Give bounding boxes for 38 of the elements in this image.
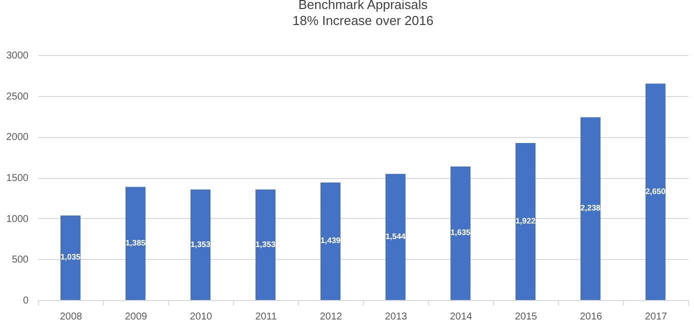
data-label: 1,385 xyxy=(125,238,146,248)
bar xyxy=(60,215,80,300)
y-tick-label: 0 xyxy=(22,296,29,306)
y-tick-label: 2500 xyxy=(6,91,29,102)
x-tick-label: 2014 xyxy=(450,312,473,322)
bar xyxy=(126,186,146,300)
x-tick-label: 2011 xyxy=(255,312,278,322)
y-tick-label: 3000 xyxy=(6,50,29,62)
bar xyxy=(386,174,406,300)
x-tick-label: 2009 xyxy=(124,312,148,322)
data-label: 2,238 xyxy=(580,204,602,213)
data-label: 1,439 xyxy=(320,236,342,246)
bar xyxy=(190,190,210,300)
data-label: 1,353 xyxy=(255,240,276,249)
y-tick-label: 2000 xyxy=(6,132,29,144)
x-tick-label: 2013 xyxy=(384,312,408,322)
y-tick-label: 500 xyxy=(12,254,29,266)
y-tick-label: 1000 xyxy=(6,214,29,225)
y-tick-label: 1500 xyxy=(6,173,29,184)
x-tick-label: 2017 xyxy=(644,312,668,322)
bar xyxy=(646,84,666,300)
x-tick-label: 2015 xyxy=(514,312,538,322)
x-tick-label: 2012 xyxy=(320,312,343,322)
data-label: 1,544 xyxy=(385,232,406,241)
bar xyxy=(580,117,600,300)
data-label: 1,035 xyxy=(60,252,82,262)
bar xyxy=(320,182,340,300)
bar xyxy=(450,166,470,300)
data-label: 2,650 xyxy=(645,186,666,196)
data-label: 1,635 xyxy=(450,228,472,238)
x-tick-label: 2008 xyxy=(60,312,83,322)
bar xyxy=(256,190,276,300)
data-label: 1,353 xyxy=(190,240,212,249)
x-tick-label: 2016 xyxy=(580,312,603,322)
chart-subtitle: 18% Increase over 2016 xyxy=(292,13,434,28)
bar xyxy=(516,143,536,300)
x-tick-label: 2010 xyxy=(190,312,213,322)
data-label: 1,922 xyxy=(515,216,536,226)
